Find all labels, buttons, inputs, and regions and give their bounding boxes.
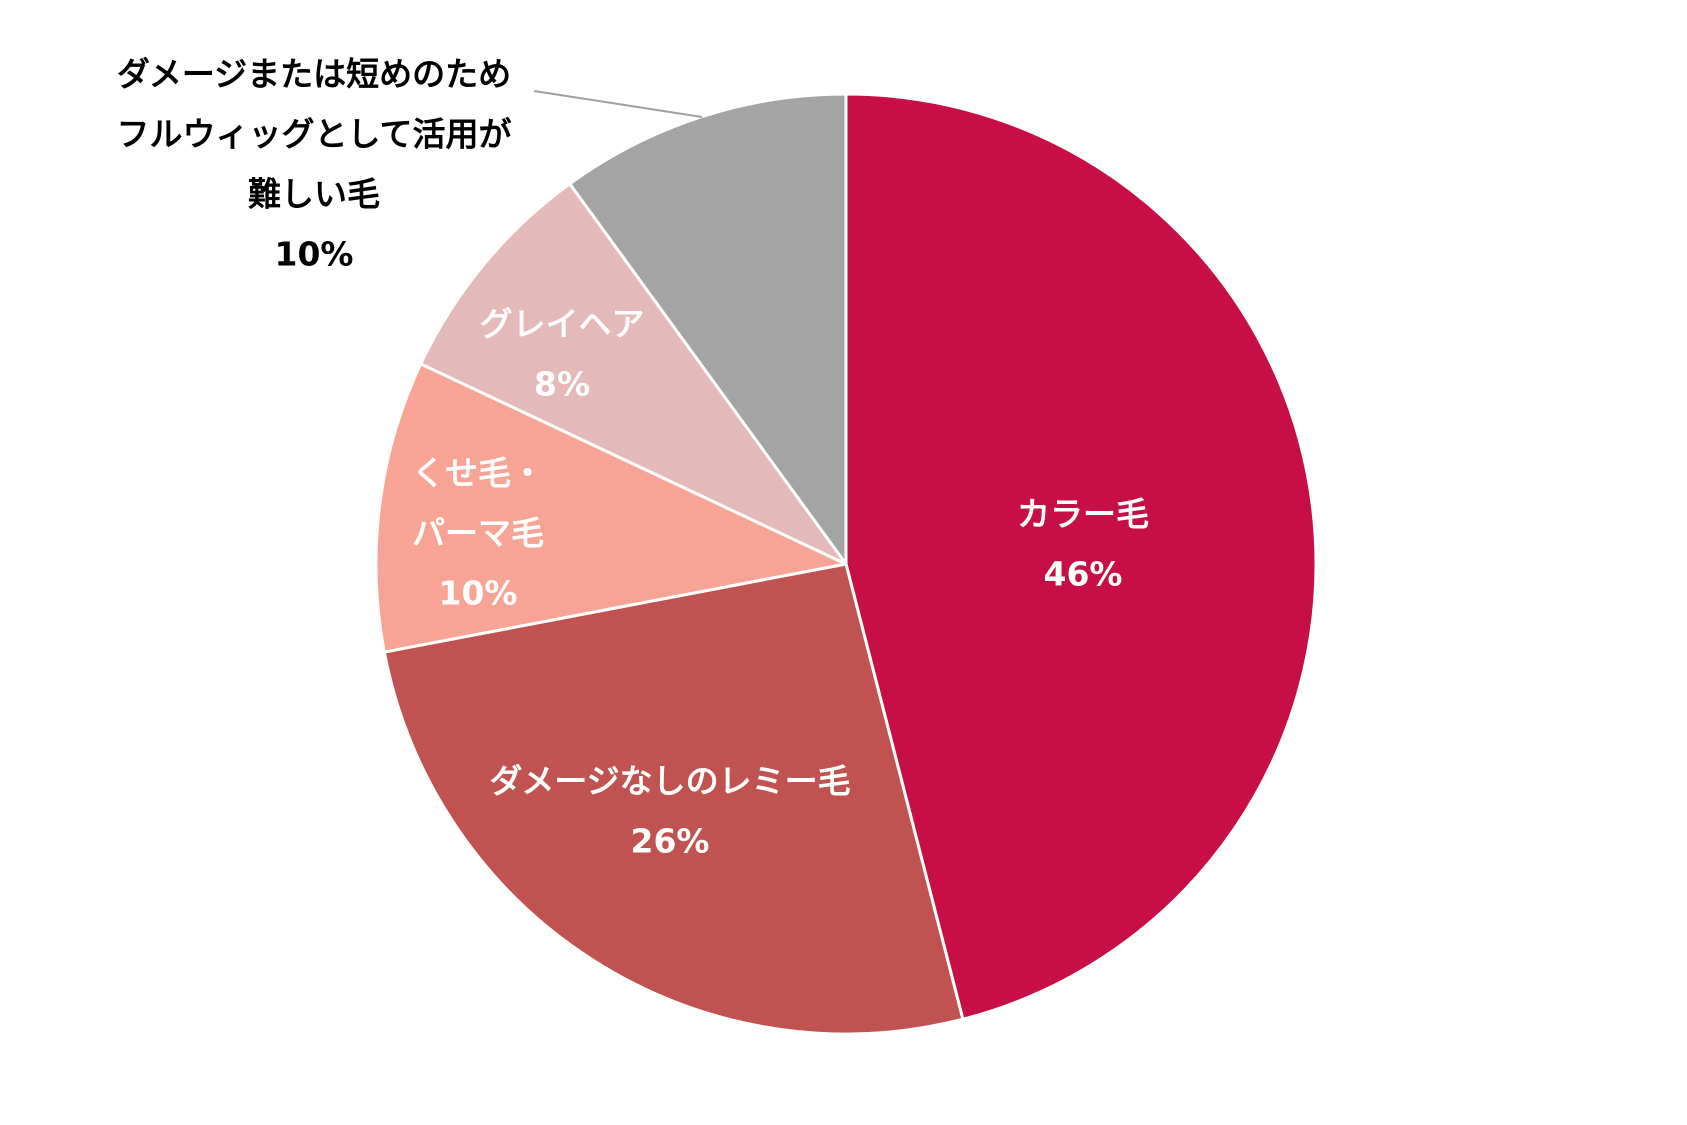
slice-category-label-3: パーマ毛 — [412, 514, 544, 553]
slice-category-label-1: カラー毛 — [1017, 495, 1149, 534]
slice-category-label-3: くせ毛・ — [412, 454, 544, 493]
slice-category-label-5: ダメージまたは短めのため — [117, 55, 511, 94]
callout-leader-line — [533, 90, 703, 118]
pie-slices — [374, 92, 1318, 1036]
slice-category-label-2: ダメージなしのレミー毛 — [489, 762, 850, 801]
pie-slice-2 — [382, 562, 965, 1036]
slice-labels: カラー毛 46% ダメージなしのレミー毛 26% くせ毛・パーマ毛 10% グレイヘア 8% ダ… — [116, 55, 1149, 861]
pie-slice-4 — [419, 182, 848, 566]
slice-value-label-4: 8% — [534, 365, 590, 404]
slice-value-label-5: 10% — [275, 235, 354, 274]
slice-category-label-5: 難しい毛 — [248, 175, 380, 214]
pie-slice-3 — [374, 362, 848, 654]
slice-value-label-1: 46% — [1044, 555, 1123, 594]
slice-value-label-3: 10% — [439, 574, 518, 613]
slice-category-label-4: グレイヘア — [480, 305, 645, 344]
slice-value-label-2: 26% — [631, 822, 710, 861]
pie-slice-1 — [844, 92, 1318, 1021]
slice-category-label-5: フルウィッグとして活用が — [116, 115, 511, 154]
